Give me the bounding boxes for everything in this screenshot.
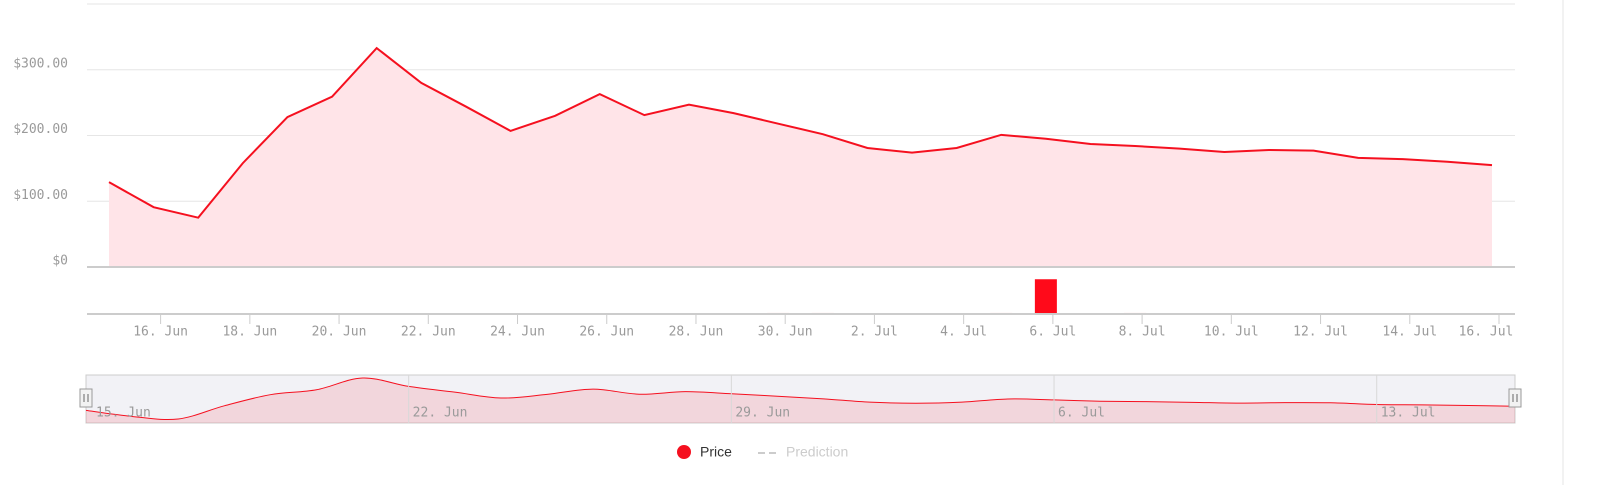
x-tick-label: 30. Jun [758,325,813,340]
x-tick-label: 20. Jun [312,325,367,340]
legend-label[interactable]: Prediction [786,444,848,460]
legend-label[interactable]: Price [700,444,732,460]
x-tick-label: 28. Jun [669,325,724,340]
navigator-tick-label: 15. Jun [96,406,151,421]
x-tick-label: 14. Jul [1382,325,1437,340]
x-tick-label: 16. Jun [133,325,188,340]
navigator-handle[interactable] [1508,388,1522,408]
volume-bar [1034,279,1057,314]
x-tick-label: 4. Jul [940,325,987,340]
x-tick-label: 24. Jun [490,325,545,340]
navigator-tick-label: 6. Jul [1058,406,1105,421]
x-tick-label: 2. Jul [851,325,898,340]
navigator-line [85,377,1516,421]
x-tick-label: 18. Jun [222,325,277,340]
navigator-tick-label: 13. Jul [1381,406,1436,421]
x-tick-label: 12. Jul [1293,325,1348,340]
legend-marker[interactable] [677,445,691,459]
navigator-tick-label: 29. Jun [735,406,790,421]
y-tick-label: $300.00 [13,56,68,71]
y-tick-label: $100.00 [13,188,68,203]
x-tick-label: 22. Jun [401,325,456,340]
handle-grip [1512,394,1518,402]
price-area [109,48,1492,267]
x-tick-label: 26. Jun [579,325,634,340]
x-tick-label: 10. Jul [1204,325,1259,340]
price-line [108,46,1493,219]
x-tick-label: 6. Jul [1029,325,1076,340]
handle-grip [83,394,89,402]
navigator-tick-label: 22. Jun [413,406,468,421]
x-tick-label: 8. Jul [1119,325,1166,340]
x-tick-label: 16. Jul [1459,325,1514,340]
navigator-handle[interactable] [79,388,93,408]
y-tick-label: $200.00 [13,122,68,137]
navigator-area [86,377,1515,423]
y-tick-label: $0 [52,254,68,269]
